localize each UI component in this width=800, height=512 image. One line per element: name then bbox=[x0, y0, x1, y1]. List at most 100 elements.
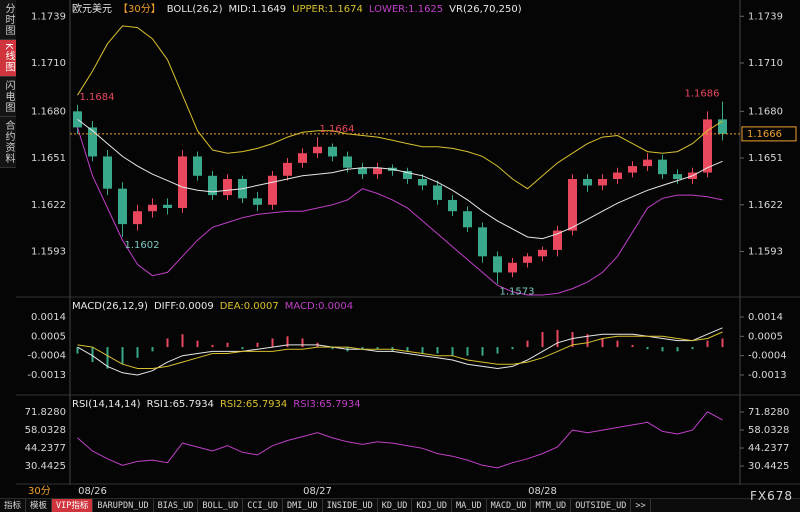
indicator-header: UPPER:1.1674 bbox=[292, 4, 363, 15]
macd-bar bbox=[421, 347, 424, 354]
candle-body bbox=[673, 174, 682, 179]
toolbar-tab[interactable]: OUTSIDE_UD bbox=[571, 499, 632, 512]
macd-bar bbox=[451, 347, 454, 356]
price-annotation: 1.1573 bbox=[500, 287, 535, 298]
y-tick-label: 0.0014 bbox=[748, 312, 783, 323]
boll-line bbox=[77, 119, 723, 240]
macd-bar bbox=[376, 347, 379, 350]
price-annotation: 1.1602 bbox=[125, 240, 160, 251]
candle-body bbox=[88, 127, 97, 157]
rsi-line bbox=[77, 411, 723, 469]
y-tick-label: 1.1710 bbox=[31, 58, 66, 69]
sidebar-tab[interactable]: K线图 bbox=[0, 40, 16, 77]
y-tick-label: 58.0328 bbox=[748, 425, 789, 436]
sidebar: 分时图 K线图 闪电图 合约资料 bbox=[0, 0, 16, 168]
toolbar-tab[interactable]: VIP指标 bbox=[52, 499, 94, 512]
candle-body bbox=[328, 146, 337, 157]
macd-bar bbox=[181, 334, 184, 348]
y-tick-label: -0.0013 bbox=[748, 370, 787, 381]
y-tick-label: 0.0005 bbox=[748, 331, 783, 342]
candle-body bbox=[523, 256, 532, 263]
toolbar-tab[interactable]: MA_UD bbox=[452, 499, 487, 512]
x-tick-label: 08/28 bbox=[528, 486, 557, 497]
y-tick-label: 1.1739 bbox=[31, 11, 66, 22]
toolbar-tab[interactable]: KDJ_UD bbox=[412, 499, 453, 512]
sidebar-tab[interactable]: 分时图 bbox=[0, 0, 16, 40]
macd-bar bbox=[691, 347, 694, 350]
macd-bar bbox=[676, 347, 679, 352]
toolbar-tab[interactable]: DMI_UD bbox=[283, 499, 323, 512]
macd-bar bbox=[556, 329, 559, 348]
indicator-toolbar: 指标 模板 VIP指标 BARUPDN_UD BIAS_UD BOLL_UD CCI_UD D… bbox=[0, 498, 800, 512]
candle-body bbox=[73, 111, 82, 128]
candle-body bbox=[418, 179, 427, 186]
macd-bar bbox=[571, 332, 574, 348]
y-tick-label: 1.1622 bbox=[31, 200, 66, 211]
candle-body bbox=[583, 179, 592, 186]
boll-line bbox=[77, 127, 723, 296]
macd-bar bbox=[106, 347, 109, 369]
toolbar-tab[interactable]: >> bbox=[631, 499, 651, 512]
y-tick-label: -0.0013 bbox=[27, 370, 66, 381]
candle-body bbox=[223, 179, 232, 196]
candle-body bbox=[283, 162, 292, 176]
macd-bar bbox=[541, 332, 544, 348]
current-price-box bbox=[741, 126, 797, 142]
candle-body bbox=[493, 256, 502, 273]
toolbar-tab[interactable]: CCI_UD bbox=[243, 499, 283, 512]
indicator-header: MACD:0.0004 bbox=[285, 301, 353, 312]
macd-bar bbox=[226, 342, 229, 348]
candle-body bbox=[208, 175, 217, 196]
macd-bar bbox=[241, 347, 244, 350]
y-tick-label: 71.8280 bbox=[25, 407, 66, 418]
sidebar-tab[interactable]: 合约资料 bbox=[0, 116, 16, 168]
indicator-header: 欧元美元 bbox=[72, 2, 112, 15]
y-tick-label: 1.1593 bbox=[748, 247, 783, 258]
brand: FX678 bbox=[750, 489, 794, 503]
macd-bar bbox=[331, 347, 334, 350]
candle-body bbox=[268, 175, 277, 205]
macd-line bbox=[77, 331, 723, 369]
indicator-header: DIFF:0.0009 bbox=[154, 301, 214, 312]
y-tick-label: 30.4425 bbox=[25, 461, 66, 472]
macd-bar bbox=[631, 344, 634, 348]
candle-body bbox=[433, 185, 442, 200]
y-tick-label: 1.1680 bbox=[31, 106, 66, 117]
toolbar-tab[interactable]: 模板 bbox=[26, 499, 53, 512]
toolbar-tab[interactable]: BARUPDN_UD bbox=[93, 499, 154, 512]
y-tick-label: 1.1651 bbox=[31, 153, 66, 164]
toolbar-tab[interactable]: MTM_UD bbox=[531, 499, 572, 512]
toolbar-tab[interactable]: BIAS_UD bbox=[154, 499, 199, 512]
candle-body bbox=[718, 119, 727, 134]
candle-body bbox=[598, 179, 607, 186]
macd-bar bbox=[586, 334, 589, 348]
macd-bar bbox=[526, 340, 529, 348]
candle-body bbox=[148, 204, 157, 212]
toolbar-tab[interactable]: KD_UD bbox=[378, 499, 413, 512]
candle-body bbox=[403, 170, 412, 179]
price-annotation: 1.1664 bbox=[320, 124, 355, 135]
macd-bar bbox=[136, 347, 139, 358]
y-tick-label: -0.0004 bbox=[27, 351, 66, 362]
price-annotation: 1.1684 bbox=[80, 92, 115, 103]
candle-body bbox=[553, 230, 562, 250]
y-tick-label: 44.2377 bbox=[748, 443, 789, 454]
price-annotation: 1.1686 bbox=[685, 89, 720, 100]
candle-body bbox=[373, 167, 382, 175]
macd-bar bbox=[481, 347, 484, 356]
macd-bar bbox=[601, 338, 604, 348]
x-tick-label: 08/27 bbox=[303, 486, 332, 497]
y-tick-label: 0.0005 bbox=[31, 331, 66, 342]
toolbar-tab[interactable]: BOLL_UD bbox=[198, 499, 244, 512]
sidebar-tab[interactable]: 闪电图 bbox=[0, 76, 16, 117]
macd-bar bbox=[646, 347, 649, 350]
candle-body bbox=[298, 153, 307, 163]
indicator-header: RSI1:65.7934 bbox=[147, 399, 214, 410]
toolbar-tab[interactable]: INSIDE_UD bbox=[323, 499, 378, 512]
toolbar-tab[interactable]: MACD_UD bbox=[487, 499, 532, 512]
current-price-label: 1.1666 bbox=[747, 129, 782, 140]
macd-bar bbox=[286, 336, 289, 348]
toolbar-tab[interactable]: 指标 bbox=[0, 499, 27, 512]
macd-bar bbox=[121, 347, 124, 365]
